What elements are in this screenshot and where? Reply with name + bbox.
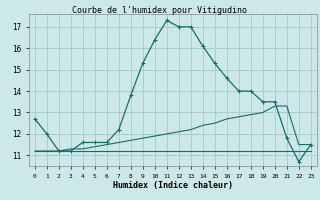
X-axis label: Humidex (Indice chaleur): Humidex (Indice chaleur): [113, 181, 233, 190]
Text: Courbe de l'humidex pour Vitigudino: Courbe de l'humidex pour Vitigudino: [73, 6, 247, 15]
